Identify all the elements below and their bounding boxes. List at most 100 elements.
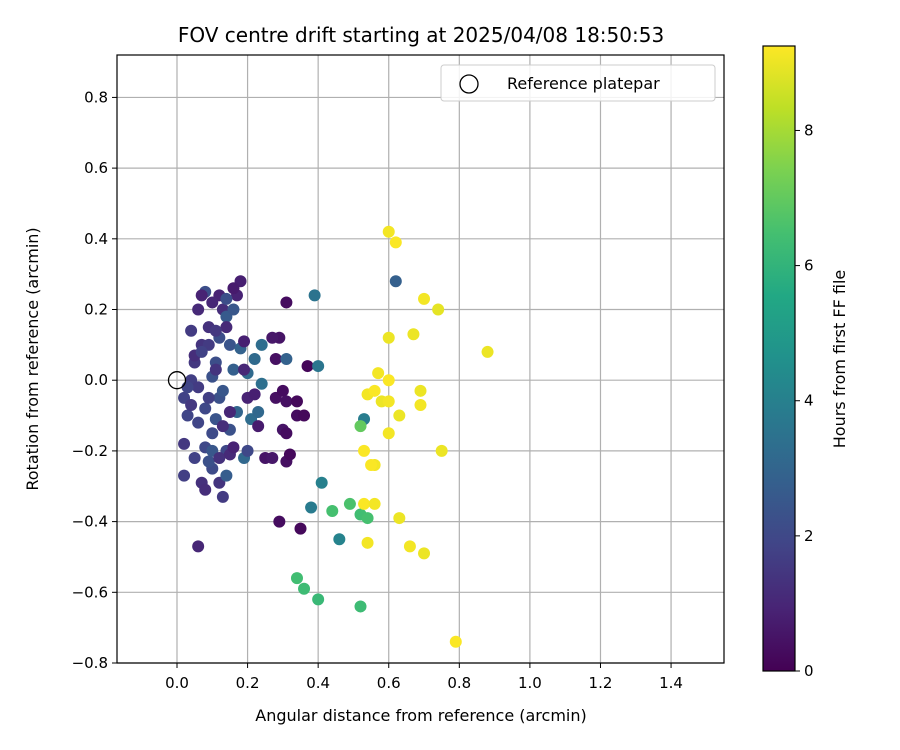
x-tick-label: 0.2 xyxy=(236,674,260,692)
data-point xyxy=(220,321,233,334)
data-point xyxy=(227,363,240,376)
data-point xyxy=(220,292,233,305)
colorbar-frame xyxy=(762,45,796,672)
legend-marker-icon xyxy=(459,74,479,94)
data-point xyxy=(178,469,191,482)
data-point xyxy=(223,338,236,351)
colorbar-tick-label: 4 xyxy=(804,392,814,410)
data-point xyxy=(382,331,395,344)
data-point xyxy=(192,416,205,429)
data-point xyxy=(220,469,233,482)
data-point xyxy=(358,497,371,510)
y-axis-title: Rotation from reference (arcmin) xyxy=(23,227,42,490)
data-point xyxy=(326,505,339,517)
y-tick-label: 0.0 xyxy=(84,371,108,389)
data-point xyxy=(216,384,229,397)
x-tick-label: 0.6 xyxy=(377,674,401,692)
data-point xyxy=(290,395,303,408)
colorbar-ticks: 0 2 4 6 8 xyxy=(795,121,814,680)
data-point xyxy=(255,338,268,351)
data-point xyxy=(216,420,229,433)
data-point xyxy=(199,483,212,496)
data-point xyxy=(312,593,325,606)
data-point xyxy=(368,497,381,510)
data-point xyxy=(435,444,448,457)
data-points xyxy=(178,225,494,648)
data-point xyxy=(382,427,395,440)
data-point xyxy=(315,476,328,489)
data-point xyxy=(181,381,194,394)
colorbar-tick-label: 2 xyxy=(804,527,814,545)
data-point xyxy=(206,296,219,309)
data-point xyxy=(273,515,286,528)
data-point xyxy=(414,398,427,411)
y-tick-label: 0.8 xyxy=(84,88,108,106)
colorbar-tick-label: 0 xyxy=(804,662,814,680)
data-point xyxy=(308,289,321,302)
data-point xyxy=(343,497,356,510)
colorbar: 0 2 4 6 8 Hours from first FF file xyxy=(762,45,849,680)
data-point xyxy=(206,427,219,440)
data-point xyxy=(188,451,201,464)
data-point xyxy=(305,501,318,514)
data-point xyxy=(192,303,205,316)
data-point xyxy=(185,324,198,337)
data-point xyxy=(432,303,445,316)
data-point xyxy=(181,409,194,422)
data-point xyxy=(209,324,222,337)
x-tick-label: 0.0 xyxy=(165,674,189,692)
y-tick-label: −0.4 xyxy=(72,513,108,531)
y-tick-label: 0.6 xyxy=(84,159,108,177)
data-point xyxy=(255,377,268,390)
y-tick-label: −0.8 xyxy=(72,654,108,672)
data-point xyxy=(252,420,265,433)
data-point xyxy=(407,328,420,341)
data-point xyxy=(269,353,282,365)
data-point xyxy=(481,345,494,358)
y-tick-label: −0.6 xyxy=(72,583,108,601)
data-point xyxy=(202,455,215,468)
data-point xyxy=(209,363,222,376)
data-point xyxy=(414,384,427,397)
y-tick-label: 0.2 xyxy=(84,301,108,319)
grid xyxy=(117,55,724,664)
data-point xyxy=(365,459,378,472)
axis-ticks: 0.0 0.2 0.4 0.6 0.8 1.0 1.2 1.4 −0.8 −0.6 −0.4 −0.2… xyxy=(72,88,683,692)
data-point xyxy=(280,395,293,408)
data-point xyxy=(372,367,385,380)
x-tick-label: 0.8 xyxy=(447,674,471,692)
data-point xyxy=(393,512,406,525)
data-point xyxy=(238,335,251,348)
chart-title: FOV centre drift starting at 2025/04/08 … xyxy=(178,23,664,47)
data-point xyxy=(280,427,293,440)
data-point xyxy=(301,360,314,373)
data-point xyxy=(202,391,215,404)
data-point xyxy=(382,374,395,387)
legend-box xyxy=(440,64,716,102)
data-point xyxy=(294,522,307,535)
data-point xyxy=(223,406,236,419)
data-point xyxy=(368,384,381,397)
data-point xyxy=(361,536,374,549)
data-point xyxy=(449,635,462,648)
data-point xyxy=(418,292,431,305)
data-point xyxy=(276,384,289,397)
data-point xyxy=(358,444,371,457)
data-point xyxy=(312,360,325,373)
data-point xyxy=(241,444,254,457)
x-tick-label: 1.0 xyxy=(518,674,542,692)
data-point xyxy=(333,533,346,546)
data-point xyxy=(266,451,279,464)
colorbar-title: Hours from first FF file xyxy=(830,270,849,449)
data-point xyxy=(199,402,212,415)
colorbar-gradient xyxy=(763,46,795,671)
data-point xyxy=(389,236,402,249)
data-point xyxy=(192,381,205,394)
data-point xyxy=(266,331,279,344)
data-point xyxy=(252,406,265,419)
x-tick-label: 1.4 xyxy=(659,674,683,692)
data-point xyxy=(298,409,311,422)
data-point xyxy=(354,420,367,433)
data-point xyxy=(393,409,406,422)
